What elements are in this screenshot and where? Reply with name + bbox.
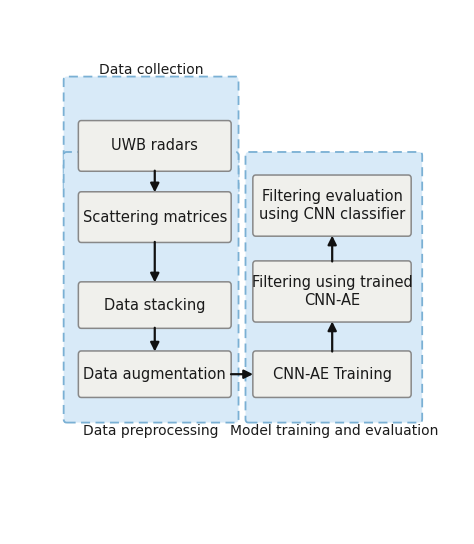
FancyBboxPatch shape [64,77,238,194]
Text: Data augmentation: Data augmentation [83,367,226,382]
Text: UWB radars: UWB radars [111,138,198,153]
FancyBboxPatch shape [78,121,231,171]
Text: Filtering evaluation
using CNN classifier: Filtering evaluation using CNN classifie… [259,189,405,222]
Text: Scattering matrices: Scattering matrices [82,209,227,225]
FancyBboxPatch shape [253,351,411,398]
Text: Data collection: Data collection [99,63,203,77]
FancyBboxPatch shape [78,192,231,243]
FancyBboxPatch shape [253,261,411,322]
FancyBboxPatch shape [78,351,231,398]
FancyBboxPatch shape [246,152,422,423]
Text: CNN-AE Training: CNN-AE Training [273,367,392,382]
FancyBboxPatch shape [253,175,411,236]
Text: Model training and evaluation: Model training and evaluation [230,424,438,438]
Text: Filtering using trained
CNN-AE: Filtering using trained CNN-AE [252,275,412,308]
FancyBboxPatch shape [64,152,238,423]
Text: Data preprocessing: Data preprocessing [83,424,219,438]
FancyBboxPatch shape [78,282,231,329]
Text: Data stacking: Data stacking [104,298,206,313]
